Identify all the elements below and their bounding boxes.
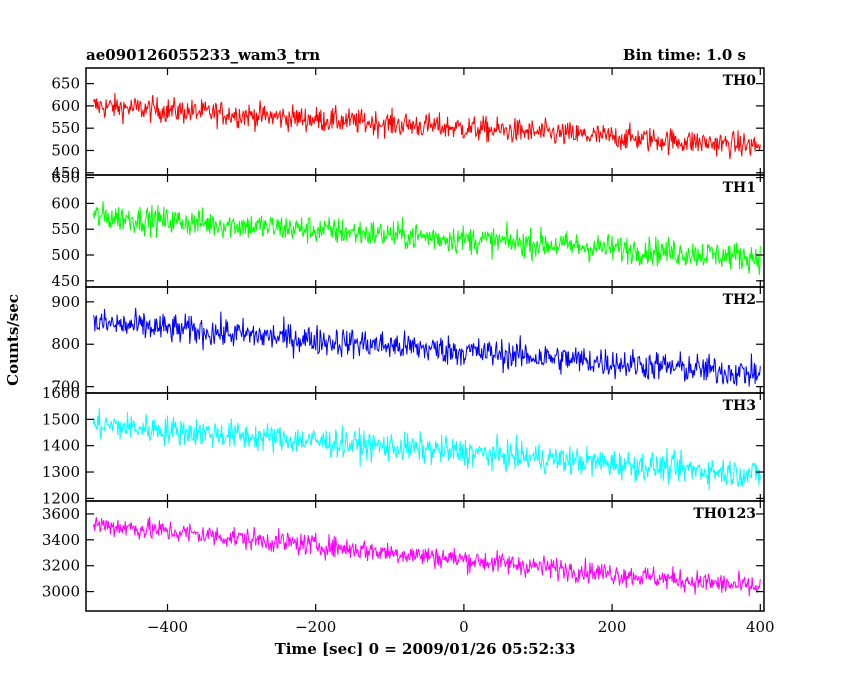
y-tick-label: 800	[51, 335, 80, 353]
panel-label: TH0123	[693, 506, 756, 522]
panel-frame	[85, 392, 765, 502]
series-line-th0123	[92, 516, 761, 597]
y-tick-label: 1600	[42, 384, 80, 402]
y-tick-label: 650	[51, 75, 80, 93]
y-tick-label: 3600	[42, 505, 80, 523]
y-tick-label: 450	[51, 164, 80, 182]
panel-label: TH0	[723, 73, 757, 89]
series-line-th3	[92, 407, 761, 491]
panel-th1: 450 500 550 600 650 TH1	[51, 169, 765, 290]
x-axis-label: Time [sec] 0 = 2009/01/26 05:52:33	[275, 640, 576, 658]
y-axis-label: Counts/sec	[4, 294, 22, 386]
chart-title: ae090126055233_wam3_trn	[86, 46, 320, 64]
bin-time-label: Bin time: 1.0 s	[623, 46, 746, 64]
y-tick-label: 1500	[42, 410, 80, 428]
panel-frame	[85, 500, 765, 612]
x-tick-label: −400	[147, 618, 188, 636]
y-tick-label: 1200	[42, 489, 80, 507]
y-tick-label: 900	[51, 293, 80, 311]
panel-label: TH2	[723, 292, 756, 308]
y-tick-label: 500	[51, 246, 80, 264]
panel-label: TH3	[723, 398, 756, 414]
y-tick-label: 600	[51, 194, 80, 212]
y-tick-label: 450	[51, 272, 80, 290]
y-tick-label: 600	[51, 97, 80, 115]
panel-frame	[85, 286, 765, 394]
panel-label: TH1	[723, 180, 756, 196]
x-tick-label: −200	[295, 618, 336, 636]
y-tick-label: 500	[51, 141, 80, 159]
panel-th3: 1200 1300 1400 1500 1600 TH3	[42, 384, 765, 507]
y-tick-label: 700	[51, 378, 80, 396]
y-tick-label: 3000	[42, 583, 80, 601]
series-line-th2	[92, 307, 761, 387]
x-tick-label: 400	[746, 618, 775, 636]
y-tick-label: 1300	[42, 463, 80, 481]
series-line-th1	[92, 201, 761, 275]
x-tick-label: 200	[598, 618, 627, 636]
y-tick-label: 3400	[42, 531, 80, 549]
panel-th0: 450 500 550 600 650 TH0	[51, 67, 765, 182]
y-tick-label: 1400	[42, 437, 80, 455]
y-tick-label: 3200	[42, 557, 80, 575]
series-line-th0	[92, 92, 761, 159]
panel-th2: 700 800 900 TH2	[51, 286, 765, 396]
y-tick-label: 550	[51, 119, 80, 137]
y-tick-label: 550	[51, 220, 80, 238]
y-tick-label: 650	[51, 169, 80, 187]
x-tick-label: 0	[459, 618, 469, 636]
panels-group: 450 500 550 600 650 TH0 450 500 550 600 650 TH1 700 8…	[42, 67, 775, 636]
panel-th0123: 3000 3200 3400 3600 TH0123	[42, 500, 765, 612]
